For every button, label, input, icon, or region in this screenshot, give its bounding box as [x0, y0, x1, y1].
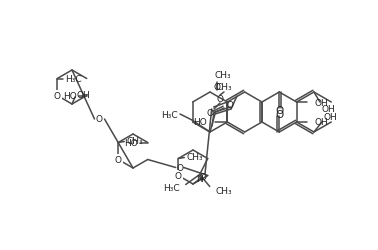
- Text: CH₃: CH₃: [186, 152, 203, 161]
- Text: OH: OH: [76, 90, 90, 99]
- Text: OH: OH: [314, 98, 328, 107]
- Text: CH₃: CH₃: [216, 186, 232, 195]
- Text: H₃C: H₃C: [161, 110, 178, 119]
- Text: O: O: [176, 163, 183, 172]
- Text: CH₃: CH₃: [126, 136, 143, 145]
- Text: N: N: [196, 174, 203, 183]
- Text: O: O: [175, 171, 182, 180]
- Text: O: O: [206, 109, 213, 118]
- Text: H₃C: H₃C: [163, 183, 180, 192]
- Text: HO: HO: [194, 118, 207, 127]
- Text: OH: OH: [324, 112, 338, 121]
- Text: O: O: [54, 92, 61, 100]
- Text: O: O: [217, 95, 223, 104]
- Text: HO: HO: [124, 138, 138, 147]
- Text: O: O: [226, 101, 234, 110]
- Text: CH₃: CH₃: [215, 70, 231, 79]
- Text: O: O: [95, 115, 102, 124]
- Text: O: O: [275, 106, 284, 116]
- Text: HO: HO: [63, 92, 77, 100]
- Text: H₃C: H₃C: [65, 75, 82, 84]
- Text: O: O: [200, 172, 206, 181]
- Text: O: O: [115, 156, 122, 164]
- Text: CH₃: CH₃: [216, 83, 232, 92]
- Text: OH: OH: [314, 118, 328, 127]
- Text: OH: OH: [322, 105, 336, 114]
- Text: O: O: [214, 82, 220, 91]
- Text: O: O: [275, 110, 284, 120]
